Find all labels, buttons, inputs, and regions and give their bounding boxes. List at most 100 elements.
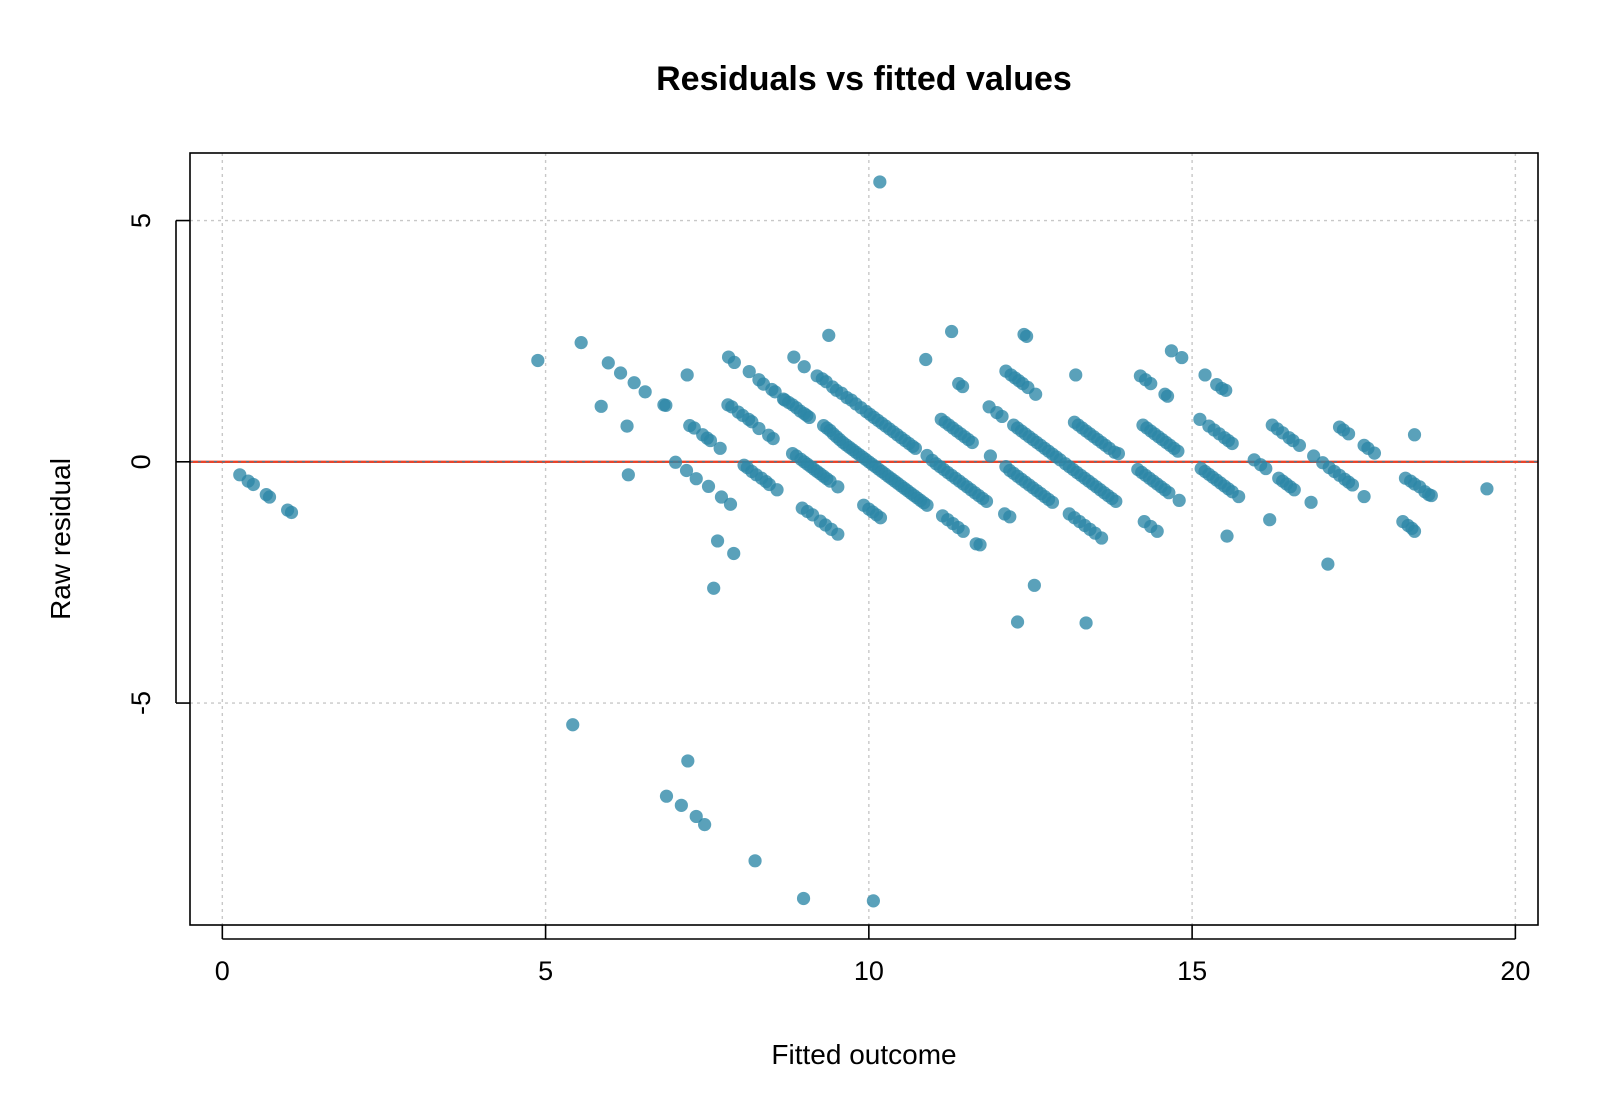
data-point <box>1172 493 1186 507</box>
data-point <box>674 798 688 812</box>
data-point <box>689 472 703 486</box>
data-point <box>1220 529 1234 543</box>
data-point <box>680 368 694 382</box>
data-point <box>1321 557 1335 571</box>
data-point <box>714 490 729 504</box>
data-point <box>1109 494 1123 508</box>
data-point <box>1175 350 1189 365</box>
data-point <box>727 546 741 561</box>
data-point <box>1162 486 1176 500</box>
data-point <box>1045 495 1060 509</box>
data-point <box>703 433 718 448</box>
data-point <box>1164 344 1179 358</box>
data-point <box>1150 524 1164 538</box>
x-tick-label: 0 <box>215 956 230 986</box>
data-point <box>919 352 933 367</box>
data-point <box>1357 489 1371 504</box>
data-point <box>873 511 888 525</box>
data-point <box>1160 389 1175 403</box>
data-point <box>1094 531 1109 545</box>
data-point <box>797 360 811 374</box>
data-point <box>1367 446 1382 460</box>
data-point <box>1307 449 1321 463</box>
data-point <box>531 353 545 368</box>
data-point <box>1263 513 1277 527</box>
data-point <box>752 421 766 436</box>
data-point <box>920 498 934 512</box>
data-point <box>965 435 979 450</box>
data-point <box>796 891 811 906</box>
data-point <box>1304 495 1318 509</box>
data-point <box>983 449 997 463</box>
data-point <box>1027 578 1041 592</box>
data-points <box>233 175 1494 908</box>
data-point <box>574 336 588 350</box>
data-point <box>973 538 987 552</box>
data-point <box>1259 461 1273 476</box>
data-point <box>1198 368 1212 382</box>
data-point <box>1407 524 1422 538</box>
data-point <box>831 480 845 494</box>
data-point <box>1232 489 1246 504</box>
data-point <box>1341 427 1356 441</box>
data-point <box>613 366 628 380</box>
data-point <box>698 818 712 832</box>
data-point <box>659 789 674 803</box>
data-point <box>1193 412 1207 426</box>
data-point <box>873 175 887 189</box>
data-point <box>1111 446 1126 461</box>
data-point <box>1079 616 1093 630</box>
data-point <box>262 490 277 504</box>
data-point <box>1424 488 1438 503</box>
data-point <box>1345 478 1360 492</box>
y-tick-label: 5 <box>126 213 156 228</box>
x-tick-label: 20 <box>1500 956 1530 986</box>
data-point <box>710 534 725 548</box>
data-point <box>1020 329 1034 343</box>
chart-title: Residuals vs fitted values <box>656 60 1072 98</box>
data-point <box>802 410 816 425</box>
data-point <box>638 385 652 399</box>
data-point <box>748 854 762 868</box>
data-point <box>742 364 756 379</box>
data-point <box>601 356 615 370</box>
data-point <box>668 455 683 469</box>
data-point <box>284 505 299 520</box>
y-axis: -5 0 5 <box>126 213 190 715</box>
plot-frame <box>189 152 1539 926</box>
y-axis-label: Raw residual <box>45 458 76 620</box>
data-point <box>1480 482 1494 496</box>
data-point <box>1225 436 1239 451</box>
data-point <box>1003 510 1017 524</box>
data-point <box>621 468 635 482</box>
data-point <box>723 497 738 511</box>
data-point <box>945 324 959 339</box>
data-point <box>979 494 994 508</box>
data-point <box>956 524 970 538</box>
data-point <box>1219 383 1233 397</box>
data-point <box>246 477 260 492</box>
x-axis: 0 5 10 15 20 <box>215 925 1530 986</box>
data-point <box>1292 438 1307 452</box>
grid-lines <box>190 153 1538 925</box>
data-point <box>701 479 716 494</box>
y-tick-label: 0 <box>126 454 156 469</box>
data-point <box>831 527 845 541</box>
data-point <box>681 754 695 768</box>
data-point <box>1010 615 1025 629</box>
data-point <box>1407 428 1422 442</box>
data-point <box>995 409 1009 424</box>
data-point <box>1287 483 1301 497</box>
data-point <box>707 581 721 595</box>
data-point <box>679 463 694 478</box>
x-tick-label: 15 <box>1177 956 1207 986</box>
data-point <box>689 809 703 824</box>
data-point <box>908 441 922 455</box>
data-point <box>620 419 634 433</box>
data-point <box>1171 444 1185 458</box>
data-point <box>822 328 836 342</box>
x-tick-label: 10 <box>854 956 884 986</box>
data-point <box>787 350 801 364</box>
data-point <box>659 398 673 412</box>
